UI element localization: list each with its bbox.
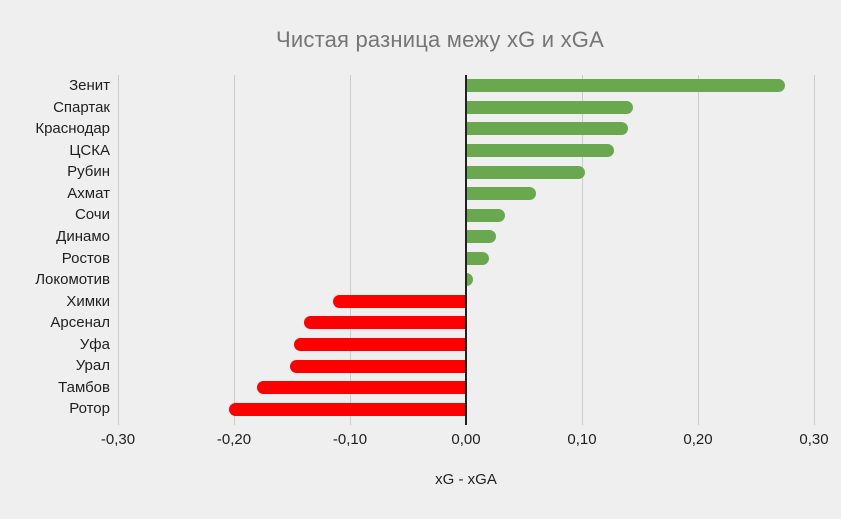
x-tick-label: -0,20 xyxy=(216,431,252,448)
bar xyxy=(332,294,466,308)
gridline xyxy=(349,75,351,425)
x-axis-label: xG - xGA xyxy=(435,471,497,488)
category-label: Тамбов xyxy=(58,378,110,396)
gridline xyxy=(697,75,699,425)
category-label: Зенит xyxy=(69,77,110,94)
category-label: Ротор xyxy=(69,400,110,418)
bar xyxy=(229,402,466,416)
category-label: Спартак xyxy=(53,98,110,116)
category-label: Урал xyxy=(75,357,110,375)
category-label: Сочи xyxy=(74,206,110,224)
category-label: Химки xyxy=(66,292,110,310)
bar xyxy=(289,359,466,373)
bar xyxy=(466,100,634,114)
gridline xyxy=(813,75,815,425)
bar xyxy=(466,165,586,179)
category-label: Локомотив xyxy=(35,271,110,289)
bar xyxy=(466,122,629,136)
category-label: Уфа xyxy=(79,335,110,353)
x-tick-label: 0,00 xyxy=(451,431,481,448)
category-label: Динамо xyxy=(56,227,110,245)
bar xyxy=(466,208,506,222)
bar xyxy=(466,143,615,157)
category-label: Арсенал xyxy=(50,314,110,332)
bar xyxy=(466,79,785,93)
gridline xyxy=(233,75,235,425)
zero-axis-line xyxy=(465,75,467,425)
gridline xyxy=(117,75,119,425)
gridline xyxy=(581,75,583,425)
bar xyxy=(466,230,497,244)
bar xyxy=(294,338,466,352)
category-label: Краснодар xyxy=(35,120,110,138)
bar xyxy=(466,187,536,201)
category-label: Ростов xyxy=(61,249,110,267)
x-tick-label: 0,20 xyxy=(683,431,713,448)
chart-title: Чистая разница межу xG и xGA xyxy=(276,27,604,52)
x-tick-label: 0,10 xyxy=(567,431,597,448)
x-tick-label: 0,30 xyxy=(799,431,829,448)
x-tick-label: -0,30 xyxy=(100,431,136,448)
category-label: Рубин xyxy=(67,163,110,181)
category-label: ЦСКА xyxy=(69,141,110,159)
category-label: Ахмат xyxy=(67,184,110,202)
bar xyxy=(466,251,490,265)
x-tick-label: -0,10 xyxy=(332,431,368,448)
bar xyxy=(257,381,466,395)
bar xyxy=(466,273,473,287)
bar xyxy=(303,316,466,330)
